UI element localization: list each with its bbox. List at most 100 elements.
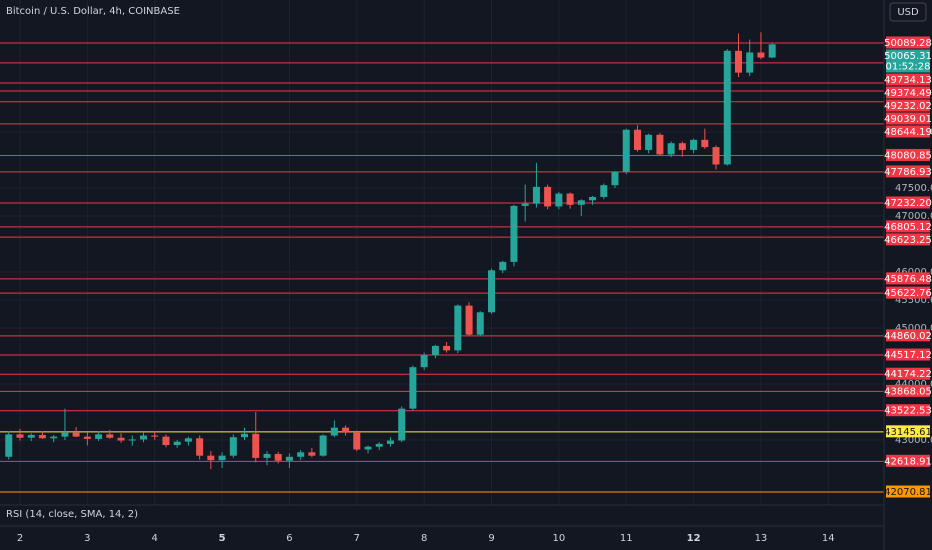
x-tick-label: 12 — [687, 533, 701, 544]
candle-body — [38, 434, 46, 439]
candle-body — [510, 205, 518, 262]
candle-body — [128, 439, 136, 441]
candle-body — [431, 345, 439, 355]
candle-body — [656, 134, 664, 155]
candle-body — [622, 129, 630, 172]
candle-body — [577, 200, 585, 205]
currency-label[interactable]: USD — [897, 7, 919, 18]
x-tick-label: 5 — [219, 533, 226, 544]
candle-body — [364, 446, 372, 450]
candle-body — [342, 427, 350, 433]
candle-body — [746, 52, 754, 73]
candle-body — [678, 143, 686, 150]
price-label: 45622.76 — [884, 288, 932, 299]
price-label: 50065.31 — [884, 51, 932, 62]
y-tick-label: 44000.00 — [895, 379, 932, 390]
price-label-box — [886, 286, 930, 299]
candle-body — [398, 408, 406, 441]
price-label-box — [886, 272, 930, 285]
price-label-box — [886, 125, 930, 138]
price-label-box — [886, 99, 930, 112]
price-label: 50089.28 — [884, 38, 932, 49]
candle-body — [589, 196, 597, 201]
x-tick-label: 6 — [286, 533, 292, 544]
candle-body — [544, 186, 552, 207]
x-tick-label: 7 — [354, 533, 360, 544]
x-tick-label: 13 — [755, 533, 768, 544]
candle-body — [61, 432, 69, 437]
price-label-box — [886, 112, 930, 125]
candle-body — [633, 129, 641, 150]
price-label-box — [886, 196, 930, 209]
candle-body — [274, 453, 282, 461]
price-label: 46623.25 — [884, 235, 932, 246]
x-tick-label: 9 — [488, 533, 494, 544]
price-label: 48644.19 — [884, 127, 932, 138]
y-tick-label: 43000.00 — [895, 435, 932, 446]
candle-body — [712, 147, 720, 165]
price-label: 42070.81 — [884, 487, 932, 498]
candle-body — [611, 171, 619, 186]
x-tick-label: 11 — [620, 533, 633, 544]
price-label: 49734.13 — [884, 75, 932, 86]
candle-body — [16, 434, 24, 438]
x-tick-label: 2 — [17, 533, 23, 544]
grid — [0, 0, 884, 505]
time-scale: 2 3 4 5 6 7 8 9 10 11 12 13 14 — [17, 533, 835, 544]
candle-body — [454, 305, 462, 351]
y-tick-label: 45000.00 — [895, 323, 932, 334]
candle-body — [27, 434, 35, 438]
x-tick-label: 10 — [552, 533, 565, 544]
candle-body — [701, 139, 709, 148]
candle-body — [532, 186, 540, 204]
price-label: 49374.49 — [884, 88, 932, 99]
currency-button[interactable] — [889, 2, 927, 22]
candle-body — [252, 433, 260, 458]
price-label-box — [886, 348, 930, 361]
candle-body — [151, 435, 159, 437]
candle-body — [443, 345, 451, 351]
candle-body — [735, 50, 743, 73]
price-label: 47786.93 — [884, 167, 932, 178]
price-label: 42618.91 — [884, 456, 932, 467]
price-label: 48080.85 — [884, 150, 932, 161]
price-label: 43868.05 — [884, 386, 932, 397]
candle-body — [5, 434, 13, 457]
candle-body — [645, 134, 653, 150]
candle-body — [566, 193, 574, 205]
candle-body — [555, 193, 563, 207]
x-tick-label: 8 — [421, 533, 427, 544]
price-label: 49039.01 — [884, 114, 932, 125]
price-label-box — [886, 425, 930, 438]
candle-body — [263, 453, 271, 458]
price-label: 46805.12 — [884, 222, 932, 233]
countdown-label: 01:52:28 — [886, 61, 931, 72]
candle-body — [285, 456, 293, 461]
price-label: 44517.12 — [884, 350, 932, 361]
candle-body — [162, 436, 170, 446]
candle-body — [319, 435, 327, 456]
candle-body — [50, 436, 58, 439]
candle-body — [723, 50, 731, 165]
candle-body — [690, 139, 698, 150]
candle-body — [297, 452, 305, 457]
candle-body — [117, 437, 125, 441]
price-label-box — [886, 367, 930, 380]
x-tick-label: 4 — [152, 533, 158, 544]
price-label-box — [886, 73, 930, 86]
candle-body — [106, 434, 114, 438]
candle-body — [330, 427, 338, 436]
candle-body — [72, 432, 80, 437]
price-label: 49232.02 — [884, 101, 932, 112]
price-label-box — [886, 384, 930, 397]
candle-body — [184, 438, 192, 442]
candle-body — [420, 354, 428, 368]
price-label-box — [886, 485, 930, 498]
candle-body — [768, 44, 776, 58]
y-tick-label: 45500.00 — [895, 295, 932, 306]
price-label-box — [886, 36, 930, 49]
candle-body — [499, 261, 507, 271]
price-label-box — [886, 165, 930, 178]
